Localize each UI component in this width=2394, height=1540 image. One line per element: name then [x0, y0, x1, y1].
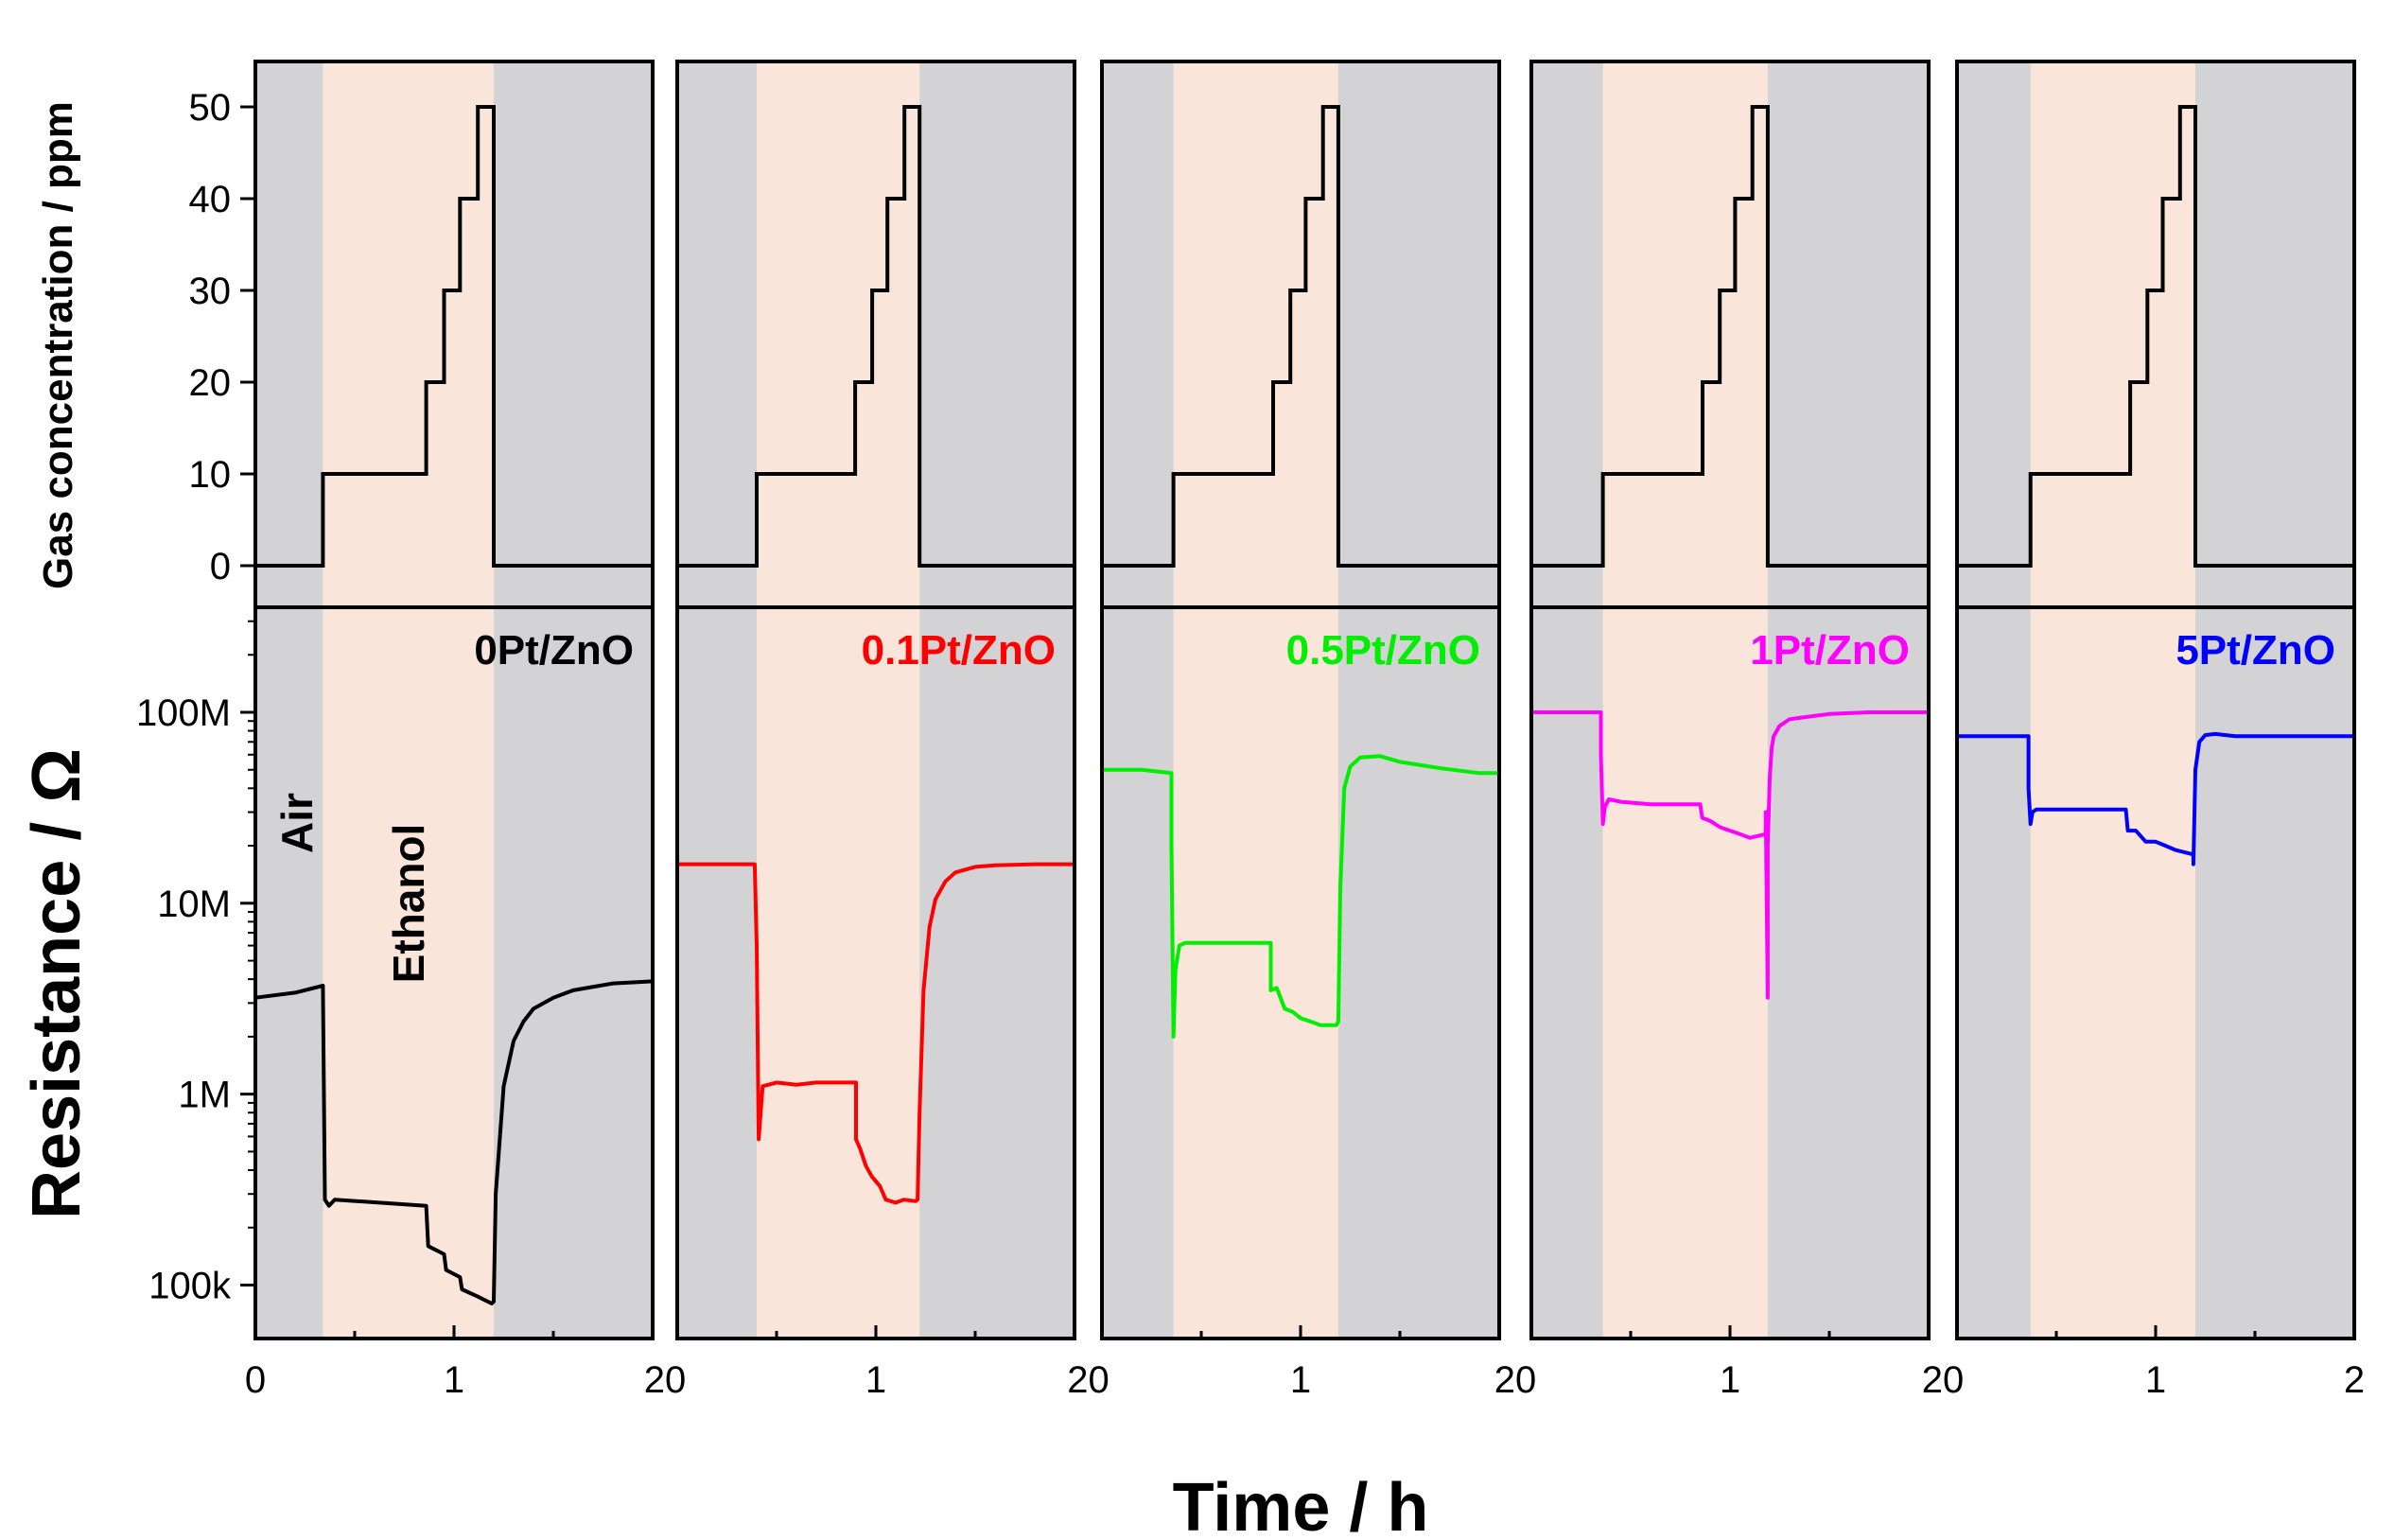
- x-tick-label: 20: [1494, 1359, 1537, 1401]
- y-tick-label-concentration: 20: [189, 362, 232, 404]
- x-tick-label: 1: [444, 1359, 464, 1401]
- y-tick-label-resistance: 10M: [157, 884, 231, 925]
- x-tick-label: 2: [2344, 1359, 2365, 1401]
- ethanol-region-background: [1173, 61, 1338, 1339]
- x-tick-label: 1: [2145, 1359, 2166, 1401]
- resistance-line: [1531, 710, 1929, 1000]
- x-tick-label: 20: [644, 1359, 687, 1401]
- x-axis-layer: 0 1 20 1 20 1 20 1 20 1 2: [245, 1359, 2365, 1401]
- y-tick-label-concentration: 30: [189, 271, 232, 312]
- x-tick-label: 20: [1922, 1359, 1965, 1401]
- y-tick-label-resistance: 100M: [136, 692, 231, 734]
- panel-3: 0.5Pt/ZnO: [1100, 60, 1501, 1340]
- resistance-line: [254, 979, 654, 1305]
- sample-label: 0.5Pt/ZnO: [1286, 627, 1480, 674]
- ethanol-region-background: [757, 61, 920, 1339]
- resistance-line: [1102, 754, 1499, 1039]
- ethanol-region-background: [2030, 61, 2195, 1339]
- ethanol-region-background: [323, 61, 494, 1339]
- x-tick-label: 0: [245, 1359, 266, 1401]
- x-tick-label: 1: [1720, 1359, 1740, 1401]
- y-tick-label-resistance: 100k: [149, 1265, 232, 1306]
- concentration-line: [677, 105, 1075, 568]
- sample-label: 0.1Pt/ZnO: [862, 627, 1056, 674]
- sample-label: 0Pt/ZnO: [474, 627, 634, 674]
- y-tick-label-concentration: 50: [189, 87, 232, 129]
- panel-5: 5Pt/ZnO: [1955, 60, 2356, 1340]
- y-tick-label-concentration: 0: [210, 546, 231, 587]
- concentration-line: [1102, 105, 1499, 568]
- x-tick-label: 1: [1290, 1359, 1311, 1401]
- x-tick-label: 20: [1067, 1359, 1110, 1401]
- resistance-line: [1957, 731, 2354, 866]
- y-axis-title-resistance: Resistance / Ω: [19, 748, 95, 1219]
- resistance-line: [677, 862, 1075, 1205]
- ethanol-region-background: [1602, 61, 1768, 1339]
- x-axis-title: Time / h: [1173, 1470, 1429, 1540]
- panel-1: 0Pt/ZnO: [253, 60, 655, 1340]
- y-tick-label-resistance: 1M: [178, 1075, 231, 1116]
- y-axis-layer: 0 10 20 30 40 50 100M 10M 1M 100k: [136, 87, 255, 1306]
- region-label-ethanol: Ethanol: [384, 824, 433, 984]
- sample-label: 1Pt/ZnO: [1750, 627, 1910, 674]
- y-tick-label-concentration: 40: [189, 179, 232, 220]
- region-label-air: Air: [272, 793, 322, 853]
- y-tick-label-concentration: 10: [189, 454, 232, 496]
- concentration-line: [1957, 105, 2354, 568]
- sample-label: 5Pt/ZnO: [2176, 627, 2335, 674]
- concentration-line: [1531, 105, 1929, 568]
- y-axis-title-concentration: Gas concentration / ppm: [35, 101, 81, 589]
- concentration-line: [255, 105, 653, 568]
- panel-2: 0.1Pt/ZnO: [675, 60, 1076, 1340]
- x-tick-label: 1: [865, 1359, 886, 1401]
- panel-4: 1Pt/ZnO: [1529, 60, 1931, 1340]
- panels-layer: 0Pt/ZnO 0.1Pt/ZnO 0.5Pt/ZnO 1Pt/ZnO 5Pt/ZnO: [253, 60, 2356, 1340]
